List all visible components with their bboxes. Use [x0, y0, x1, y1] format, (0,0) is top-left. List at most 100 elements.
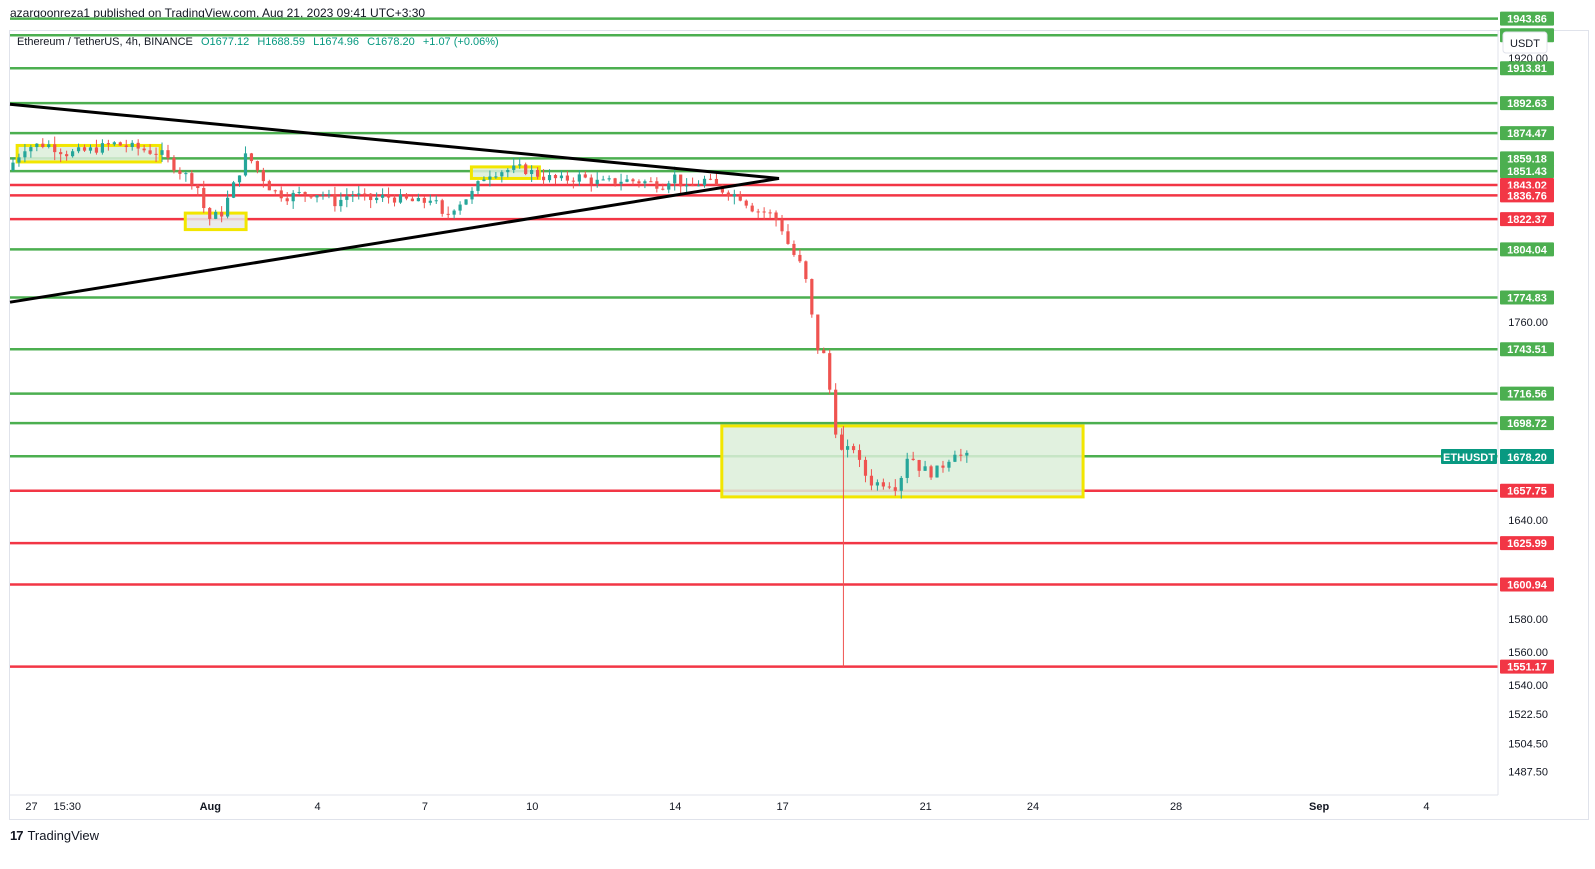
candle-body [458, 204, 462, 211]
candle [53, 136, 57, 161]
candle-body [386, 194, 391, 198]
candle-body [690, 185, 695, 187]
candle [643, 179, 647, 189]
level-label: 1804.04 [1500, 242, 1554, 257]
level-label: 1716.56 [1500, 386, 1554, 401]
candle [148, 144, 152, 155]
candle-body [768, 212, 772, 214]
legend-layer: Ethereum / TetherUS, 4h, BINANCE O1677.1… [17, 36, 499, 48]
x-tick-label: 4 [315, 801, 321, 813]
candle-body [106, 143, 110, 145]
candle-body [893, 487, 897, 491]
level-label: 1625.99 [1500, 536, 1554, 551]
candle [667, 180, 671, 194]
rectangle-zone[interactable] [469, 165, 541, 180]
level-label-text: 1874.47 [1507, 128, 1547, 140]
candle-body [780, 220, 784, 232]
candle [225, 190, 230, 219]
candle [35, 143, 39, 152]
level-label-text: 1716.56 [1507, 389, 1547, 401]
chart-frame[interactable] [9, 30, 1589, 820]
candle-body [279, 190, 283, 199]
candle [392, 194, 397, 207]
y-tick-label: 1540.00 [1508, 680, 1548, 692]
candle [41, 138, 45, 149]
candle [398, 188, 403, 204]
candle-body [124, 145, 128, 148]
svg-text:Ethereum / TetherUS, 4h, BINAN: Ethereum / TetherUS, 4h, BINANCE O1677.1… [17, 36, 499, 48]
candle-body [541, 176, 546, 181]
rectangle-zone[interactable] [15, 143, 162, 164]
candle [386, 187, 391, 204]
candle-body [339, 199, 343, 207]
price-axis: 1920.001760.001640.001580.001560.001540.… [1497, 31, 1548, 795]
candle-body [500, 172, 504, 177]
candle-body [482, 179, 486, 182]
level-label: 1874.47 [1500, 126, 1554, 141]
candle-body [321, 194, 325, 196]
candle [11, 157, 15, 172]
candle [583, 171, 587, 179]
candle-body [738, 194, 742, 201]
candle-body [792, 243, 796, 255]
last-price-value: 1678.20 [1507, 452, 1547, 464]
legend-symbol[interactable]: Ethereum / TetherUS, 4h, BINANCE [17, 36, 193, 48]
candle-body [255, 161, 260, 171]
candle-body [512, 165, 516, 170]
candle-body [309, 194, 313, 198]
candle-body [655, 181, 659, 189]
candle [607, 175, 611, 182]
level-label: 1657.75 [1500, 483, 1554, 498]
candle-body [327, 194, 331, 196]
candle-body [667, 183, 671, 190]
candle-body [142, 148, 146, 151]
tradingview-logo[interactable]: 17 TradingView [10, 828, 99, 843]
candle [649, 177, 653, 183]
candle-body [416, 197, 420, 202]
candle-body [535, 169, 540, 177]
candle [714, 173, 719, 186]
candle [369, 193, 373, 209]
candle-body [530, 169, 534, 175]
candle-body [285, 198, 289, 202]
candle-body [351, 195, 355, 197]
candle [845, 439, 850, 458]
candle-body [625, 179, 629, 182]
candle [625, 174, 629, 183]
trend-line[interactable] [9, 176, 780, 304]
trend-line[interactable] [9, 102, 780, 180]
trendlines-layer [9, 102, 780, 304]
level-label: 1743.51 [1500, 342, 1554, 357]
tradingview-logo-icon: 17 [10, 828, 24, 843]
candle [828, 349, 832, 395]
y-tick-label: 1487.50 [1508, 767, 1548, 779]
candle-body [404, 194, 409, 199]
candle [637, 179, 641, 188]
candle [726, 190, 730, 201]
level-label: 1859.18 [1500, 151, 1554, 166]
level-label-text: 1851.43 [1507, 166, 1547, 178]
candle [172, 155, 176, 174]
candle [595, 172, 599, 188]
candle [458, 201, 462, 215]
level-label-text: 1836.76 [1507, 190, 1547, 202]
x-tick-label: Aug [200, 801, 221, 813]
tradingview-logo-text: TradingView [27, 828, 100, 843]
candle [613, 177, 617, 187]
candle [774, 210, 778, 227]
level-label: 1913.81 [1500, 61, 1554, 76]
candle-body [834, 389, 838, 435]
candle-body [220, 211, 224, 217]
candle [23, 144, 27, 163]
candle-body [881, 482, 885, 487]
candle [339, 192, 343, 212]
currency-button[interactable]: USDT [1502, 31, 1548, 54]
candle-body [762, 211, 766, 213]
level-label: 1774.83 [1500, 290, 1554, 305]
level-label: 1698.72 [1500, 416, 1554, 431]
candle-body [398, 194, 403, 203]
candle [70, 148, 75, 158]
candle-body [375, 197, 379, 201]
candle [822, 347, 826, 354]
